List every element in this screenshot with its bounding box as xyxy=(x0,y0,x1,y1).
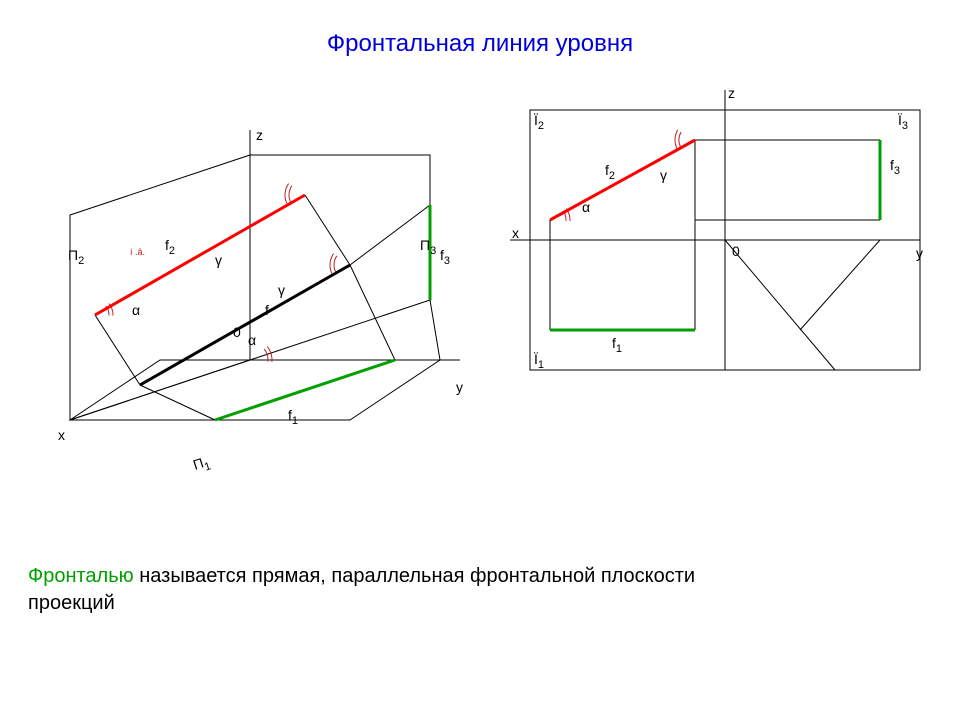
svg-text:f1: f1 xyxy=(288,407,298,427)
caption-highlight-word: Фронталью xyxy=(28,565,134,587)
svg-text:f3: f3 xyxy=(440,247,450,267)
svg-text:П3: П3 xyxy=(420,237,436,257)
svg-text:0: 0 xyxy=(732,243,740,259)
svg-text:α: α xyxy=(132,302,140,318)
left-3d-diagram: zxy0П2П3П1f2f3f1fααγγí .â. xyxy=(40,100,490,480)
svg-text:f2: f2 xyxy=(165,237,175,257)
svg-text:z: z xyxy=(728,85,735,101)
svg-text:f: f xyxy=(265,302,269,318)
svg-text:y: y xyxy=(456,379,463,395)
caption-line2: проекций xyxy=(28,592,115,615)
caption-rest: называется прямая, параллельная фронталь… xyxy=(134,565,695,587)
svg-text:П1: П1 xyxy=(191,453,213,477)
svg-text:Ï3: Ï3 xyxy=(898,112,908,132)
svg-text:Ï2: Ï2 xyxy=(534,112,544,132)
right-epure-diagram: z x y 0 Ï2 Ï3 Ï1 f2 f3 f1 α γ xyxy=(500,80,940,390)
caption-line1: Фронталью называется прямая, параллельна… xyxy=(28,565,695,588)
svg-text:z: z xyxy=(256,127,263,143)
svg-text:f3: f3 xyxy=(890,157,900,177)
svg-text:f2: f2 xyxy=(605,162,615,182)
svg-text:γ: γ xyxy=(660,167,667,183)
svg-text:í .â.: í .â. xyxy=(130,247,145,257)
svg-text:f1: f1 xyxy=(612,335,622,355)
page-title: Фронтальная линия уровня xyxy=(0,30,960,58)
svg-text:x: x xyxy=(512,225,519,241)
svg-text:0: 0 xyxy=(233,324,241,340)
svg-text:γ: γ xyxy=(278,282,285,298)
svg-text:α: α xyxy=(248,332,256,348)
svg-text:α: α xyxy=(582,199,590,215)
svg-text:γ: γ xyxy=(215,252,222,268)
svg-text:x: x xyxy=(58,427,65,443)
svg-text:Ï1: Ï1 xyxy=(534,351,544,371)
svg-text:y: y xyxy=(916,245,923,261)
